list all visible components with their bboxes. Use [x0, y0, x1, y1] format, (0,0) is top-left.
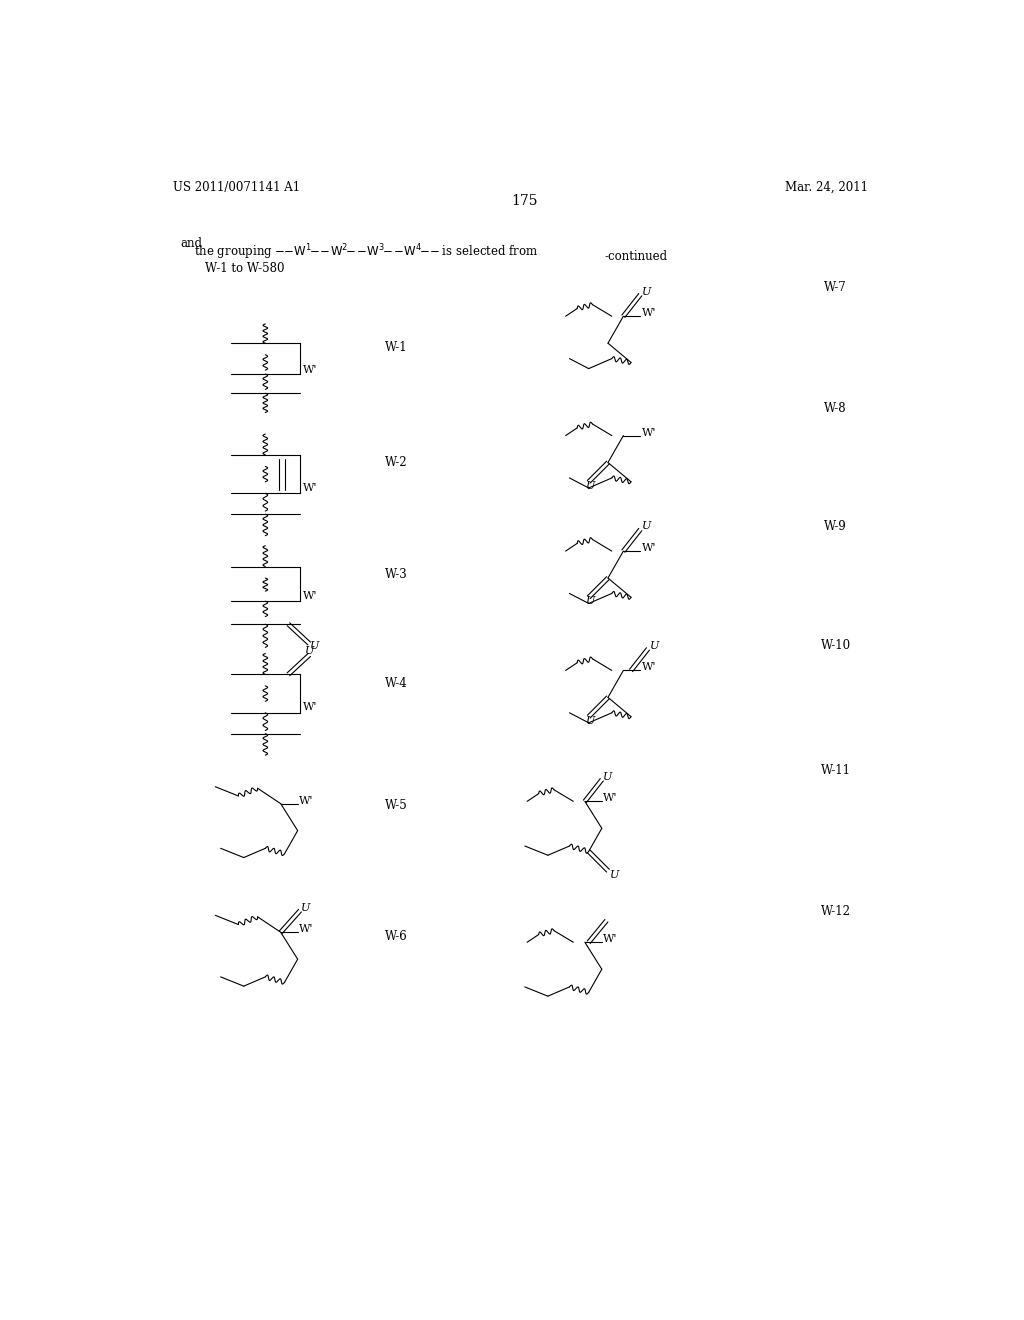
Text: W': W' [303, 366, 317, 375]
Text: the grouping $\mathsf{-\!\!-\!W^1\!\!-\!\!-\!W^2\!\!-\!\!-\!W^3\!\!-\!\!-\!W^4\!: the grouping $\mathsf{-\!\!-\!W^1\!\!-\!… [194, 243, 539, 261]
Text: W': W' [642, 663, 656, 672]
Text: W-12: W-12 [821, 906, 851, 917]
Text: W-7: W-7 [823, 281, 846, 294]
Text: Mar. 24, 2011: Mar. 24, 2011 [785, 181, 868, 194]
Text: U: U [642, 286, 651, 297]
Text: 175: 175 [512, 194, 538, 207]
Text: W-3: W-3 [385, 568, 408, 581]
Text: U: U [603, 772, 612, 781]
Text: -continued: -continued [605, 249, 668, 263]
Text: U: U [642, 521, 651, 532]
Text: W': W' [603, 935, 617, 944]
Text: W': W' [303, 591, 317, 601]
Text: W-8: W-8 [823, 403, 846, 416]
Text: W-4: W-4 [385, 677, 408, 690]
Text: U: U [310, 640, 319, 651]
Text: U: U [587, 480, 596, 491]
Text: W': W' [642, 308, 656, 318]
Text: W': W' [299, 924, 313, 935]
Text: W': W' [603, 793, 617, 804]
Text: U: U [609, 870, 618, 879]
Text: U: U [304, 647, 314, 656]
Text: U: U [649, 640, 658, 651]
Text: W-9: W-9 [823, 520, 846, 533]
Text: W-1: W-1 [385, 341, 408, 354]
Text: U: U [301, 903, 310, 912]
Text: W': W' [303, 702, 317, 713]
Text: W-10: W-10 [821, 639, 851, 652]
Text: W': W' [642, 428, 656, 437]
Text: W': W' [642, 543, 656, 553]
Text: W-2: W-2 [385, 455, 408, 469]
Text: W-6: W-6 [385, 929, 408, 942]
Text: W': W' [303, 483, 317, 492]
Text: W': W' [299, 796, 313, 805]
Text: W-1 to W-580: W-1 to W-580 [205, 261, 285, 275]
Text: W-11: W-11 [821, 764, 851, 777]
Text: US 2011/0071141 A1: US 2011/0071141 A1 [173, 181, 300, 194]
Text: U: U [587, 715, 596, 726]
Text: U: U [587, 597, 596, 606]
Text: and: and [180, 236, 203, 249]
Text: W-5: W-5 [385, 799, 408, 812]
